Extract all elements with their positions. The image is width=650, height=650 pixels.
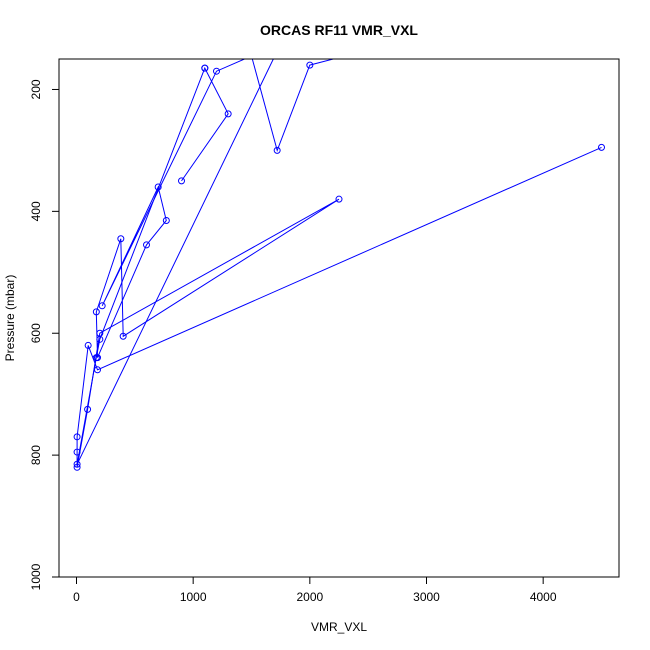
data-point: [213, 67, 220, 75]
y-axis: 200 400 600 800 1000: [29, 79, 59, 590]
y-tick-label: 800: [29, 445, 43, 465]
data-point: [201, 64, 209, 72]
data-point: [117, 235, 125, 243]
data-point: [162, 216, 170, 224]
data-point: [154, 183, 162, 191]
data-point: [273, 146, 281, 154]
data-point: [96, 335, 104, 343]
y-tick-label: 1000: [29, 563, 43, 590]
x-tick-label: 1000: [180, 590, 207, 604]
data-point: [92, 354, 100, 362]
data-point: [178, 177, 185, 185]
x-tick-label: 0: [73, 590, 80, 604]
y-tick-label: 200: [29, 79, 43, 99]
data-point: [119, 332, 127, 340]
data-point: [73, 448, 81, 456]
data-point: [98, 302, 106, 310]
data-point: [84, 341, 92, 349]
chart-title: ORCAS RF11 VMR_VXL: [260, 22, 418, 38]
x-axis-label: VMR_VXL: [311, 620, 367, 634]
series-line: [76, 59, 274, 465]
data-layer: [73, 59, 605, 471]
y-axis-label: Pressure (mbar): [3, 275, 17, 362]
data-point: [143, 241, 150, 249]
data-point: [598, 143, 605, 151]
data-point: [73, 460, 81, 468]
x-axis: 0 1000 2000 3000 4000: [73, 577, 557, 604]
data-point: [224, 110, 232, 118]
x-tick-label: 3000: [413, 590, 440, 604]
y-tick-label: 400: [29, 201, 43, 221]
x-tick-label: 4000: [530, 590, 557, 604]
data-point: [73, 433, 81, 441]
plot-frame: [58, 58, 620, 578]
data-point: [335, 195, 343, 203]
data-point: [306, 61, 314, 69]
data-point: [92, 308, 100, 316]
y-tick-label: 600: [29, 323, 43, 343]
x-tick-label: 2000: [296, 590, 323, 604]
